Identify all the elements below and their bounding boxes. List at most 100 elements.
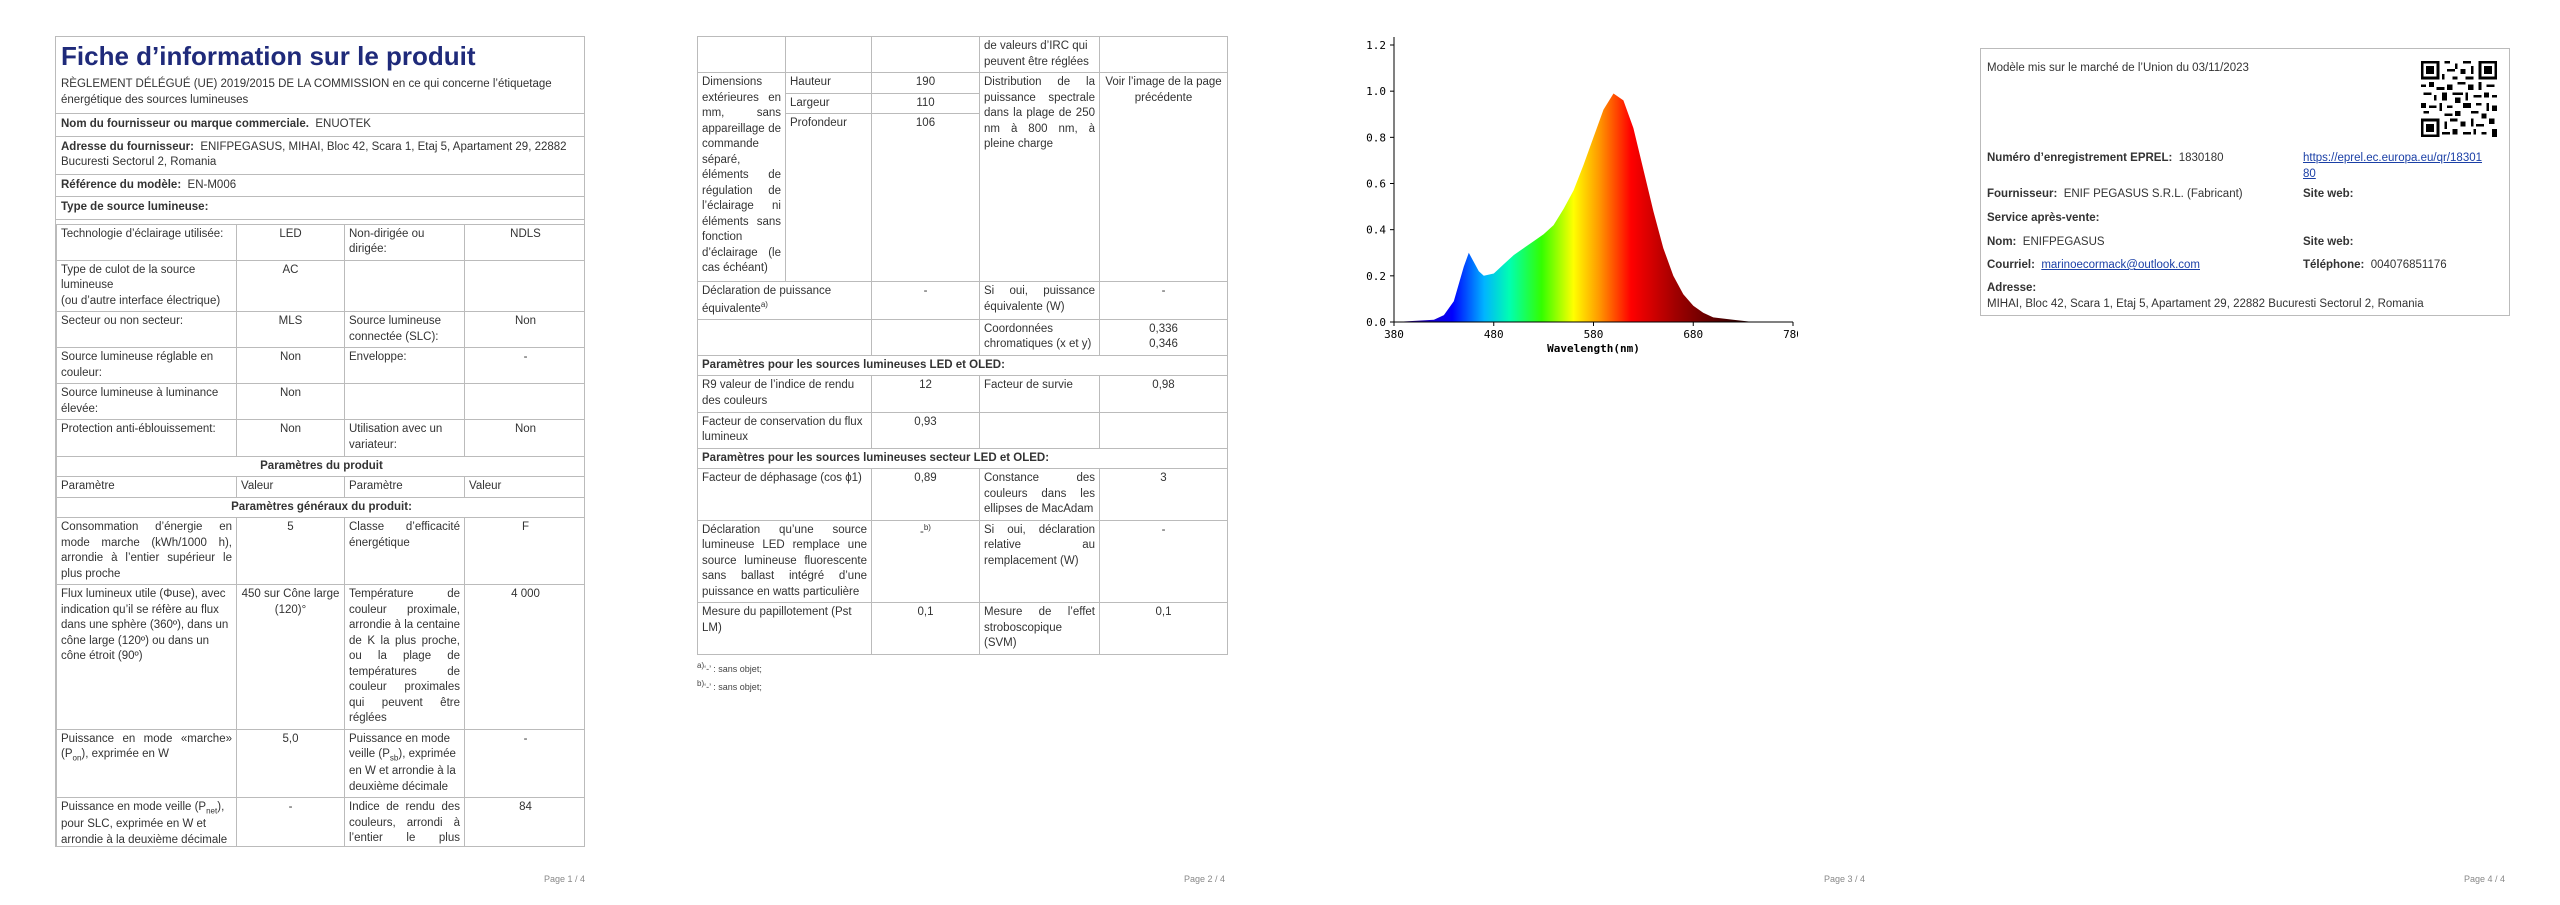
macadam-label: Constance des couleurs dans les ellipses… bbox=[979, 468, 1100, 521]
width-value: 110 bbox=[871, 92, 980, 115]
width-label: Largeur bbox=[785, 92, 872, 115]
supplier-address-label: Adresse du fournisseur: bbox=[61, 140, 194, 153]
dimmer-value: Non bbox=[464, 419, 584, 457]
table-row: Dimensions extérieures en mm, sans appar… bbox=[697, 72, 1228, 283]
tech-value: LED bbox=[236, 223, 345, 261]
standby-label-text-2: ), exprimée en W et arrondie à la deuxiè… bbox=[349, 748, 456, 793]
page-number: Page 1 / 4 bbox=[543, 873, 585, 884]
cap-label-cell: Type de culot de la source lumineuse (ou … bbox=[56, 259, 237, 313]
standby-label-text: Puissance en mode veille (P bbox=[349, 732, 451, 761]
replace-w-label: Si oui, déclaration relative au remplace… bbox=[979, 519, 1100, 604]
flux-value: 450 sur Cône large (120)° bbox=[236, 584, 345, 730]
table-row: Puissance en mode «marche» (Pon), exprim… bbox=[56, 728, 584, 799]
page-title: Fiche d’information sur le produit bbox=[61, 41, 476, 71]
replace-value-text: - bbox=[920, 525, 924, 538]
empty-cell bbox=[871, 318, 980, 356]
y-tick-label: 1.0 bbox=[1366, 85, 1386, 98]
depth-value: 106 bbox=[871, 113, 980, 283]
x-tick-label: 680 bbox=[1683, 328, 1703, 341]
equiv-w-label: Si oui, puissance équivalente (W) bbox=[979, 281, 1100, 320]
email-link[interactable]: marinoecormack@outlook.com bbox=[2041, 259, 2200, 271]
dimmer-label: Utilisation avec un variateur: bbox=[344, 419, 465, 457]
macadam-value: 3 bbox=[1099, 468, 1228, 521]
dims-label: Dimensions extérieures en mm, sans appar… bbox=[697, 72, 786, 283]
phone-label: Téléphone: bbox=[2303, 259, 2365, 271]
class-value: F bbox=[464, 517, 584, 586]
product-params-heading: Paramètres du produit bbox=[56, 455, 584, 478]
page-number: Page 3 / 4 bbox=[1823, 873, 1865, 884]
y-tick-label: 1.2 bbox=[1366, 39, 1386, 52]
chroma-label: Coordonnées chromatiques (x et y) bbox=[979, 318, 1100, 356]
col-value: Valeur bbox=[464, 476, 584, 498]
y-tick-label: 0.8 bbox=[1366, 131, 1386, 144]
eprel-value: 1830180 bbox=[2178, 152, 2224, 164]
maint-value: 0,93 bbox=[871, 411, 980, 449]
footnote-a: a)‘-’ : sans objet; bbox=[697, 661, 1227, 675]
equiv-w-value: - bbox=[1099, 281, 1228, 320]
cap-label-2: (ou d’autre interface électrique) bbox=[61, 294, 221, 307]
power-on-label-text-2: ), exprimée en W bbox=[81, 748, 169, 761]
mains-value: MLS bbox=[236, 311, 345, 349]
networked-label: Puissance en mode veille (Pnet), pour SL… bbox=[56, 797, 237, 846]
height-label: Hauteur bbox=[785, 72, 872, 94]
cct-label: Température de couleur proximale, arrond… bbox=[344, 584, 465, 730]
cri-label: Indice de rendu des couleurs, arrondi à … bbox=[344, 797, 465, 846]
mains-label: Secteur ou non secteur: bbox=[56, 311, 237, 349]
table-row: Secteur ou non secteur: MLS Source lumin… bbox=[56, 311, 584, 349]
empty-cell bbox=[785, 35, 872, 74]
model-ref: EN-M006 bbox=[187, 178, 237, 191]
email-row: Courriel: marinoecormack@outlook.com bbox=[1987, 258, 2200, 274]
pf-value: 0,89 bbox=[871, 468, 980, 521]
power-on-label-text: Puissance en mode «marche» (P bbox=[61, 732, 232, 761]
page-number: Page 2 / 4 bbox=[1183, 873, 1225, 884]
equiv-value: - bbox=[871, 281, 980, 320]
light-type-heading: Type de source lumineuse: bbox=[56, 197, 584, 220]
envelope-label: Enveloppe: bbox=[344, 347, 465, 385]
cri-value: 84 bbox=[464, 797, 584, 846]
footnote-b: b)‘-’ : sans objet; bbox=[697, 679, 1227, 693]
footnote-a-text: ‘-’ : sans objet; bbox=[704, 663, 762, 674]
address-label: Adresse: bbox=[1987, 282, 2037, 294]
table-row: Source lumineuse à luminance élevée: Non bbox=[56, 383, 584, 421]
empty-cell bbox=[344, 259, 465, 313]
cri-continued: de valeurs d’IRC qui peuvent être réglée… bbox=[979, 35, 1100, 74]
table-row: de valeurs d’IRC qui peuvent être réglée… bbox=[697, 35, 1228, 74]
table-row: Paramètres pour les sources lumineuses s… bbox=[697, 447, 1228, 470]
standby-subscript: sb bbox=[389, 753, 399, 763]
height-value: 190 bbox=[871, 72, 980, 94]
table-row: Facteur de déphasage (cos ϕ1) 0,89 Const… bbox=[697, 468, 1228, 521]
table-row: Paramètres pour les sources lumineuses L… bbox=[697, 354, 1228, 377]
connected-value: Non bbox=[464, 311, 584, 349]
table-row: Puissance en mode veille (Pnet), pour SL… bbox=[56, 797, 584, 846]
page-1: Fiche d’information sur le produit RÈGLE… bbox=[0, 0, 640, 905]
empty-cell bbox=[1099, 35, 1228, 74]
pst-value: 0,1 bbox=[871, 602, 980, 655]
x-tick-label: 480 bbox=[1484, 328, 1504, 341]
glare-value: Non bbox=[236, 419, 345, 457]
networked-label-text-2: ), pour SLC, exprimée en W et arrondie à… bbox=[61, 801, 228, 846]
supplier-address-row: Adresse du fournisseur: ENIFPEGASUS, MIH… bbox=[56, 137, 584, 175]
service-name-row: Nom: ENIFPEGASUS bbox=[1987, 235, 2105, 251]
envelope-value: - bbox=[464, 347, 584, 385]
general-params-heading: Paramètres généraux du produit: bbox=[56, 496, 584, 519]
power-on-subscript: on bbox=[72, 753, 82, 763]
spectral-chart: 0.0 0.2 0.4 0.6 0.8 1.0 1.2 380 480 580 680 780 Wave… bbox=[1366, 37, 1798, 355]
x-axis-label: Wavelength(nm) bbox=[1547, 342, 1640, 355]
table-row: Déclaration de puissance équivalentea) -… bbox=[697, 281, 1228, 320]
power-on-value: 5,0 bbox=[236, 728, 345, 799]
qr-code-icon[interactable] bbox=[2421, 61, 2497, 137]
mains-params-heading: Paramètres pour les sources lumineuses s… bbox=[697, 447, 1228, 470]
svm-value: 0,1 bbox=[1099, 602, 1228, 655]
table-row: Type de culot de la source lumineuse (ou … bbox=[56, 259, 584, 313]
cct-value: 4 000 bbox=[464, 584, 584, 730]
class-label: Classe d’efficacité énergétique bbox=[344, 517, 465, 586]
supplier-value: ENIF PEGASUS S.R.L. (Fabricant) bbox=[2063, 188, 2243, 200]
eprel-link[interactable]: https://eprel.ec.europa.eu/qr/1830180 bbox=[2303, 152, 2483, 180]
directional-label: Non-dirigée ou dirigée: bbox=[344, 223, 465, 261]
empty-cell bbox=[464, 259, 584, 313]
footnote-b-marker: b) bbox=[697, 678, 705, 688]
replace-value: -b) bbox=[871, 519, 980, 604]
standby-label: Puissance en mode veille (Psb), exprimée… bbox=[344, 728, 465, 799]
spectrum-area bbox=[1394, 93, 1793, 322]
energy-label: Consommation d’énergie en mode marche (k… bbox=[56, 517, 237, 586]
